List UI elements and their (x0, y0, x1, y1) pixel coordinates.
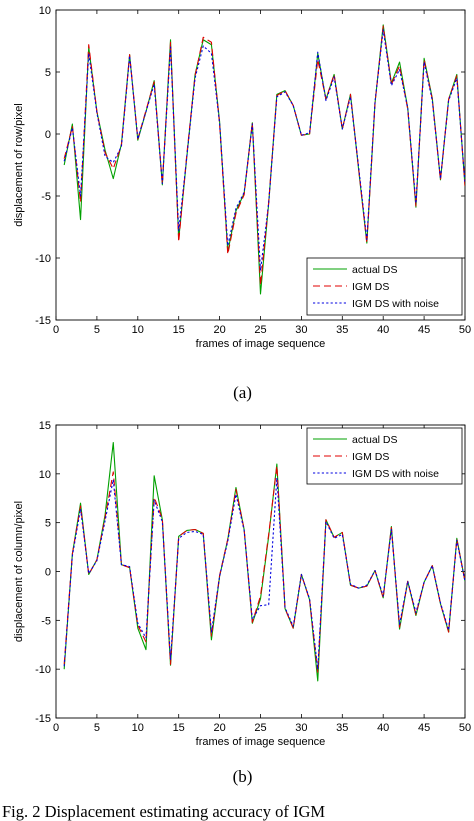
series-group (63, 442, 465, 682)
series-line-igm_noise (63, 477, 465, 670)
y-tick-label: 5 (45, 67, 51, 79)
y-tick-label: 10 (39, 469, 51, 481)
x-tick-label: 20 (213, 324, 225, 336)
x-tick-label: 35 (336, 722, 348, 734)
series-group (63, 24, 465, 295)
x-tick-label: 25 (254, 324, 266, 336)
series-line-igm (63, 465, 465, 673)
y-tick-label: -5 (41, 191, 51, 203)
x-tick-label: 30 (295, 722, 307, 734)
x-tick-label: 15 (173, 722, 185, 734)
y-tick-label: -5 (41, 615, 51, 627)
x-tick-label: 30 (295, 324, 307, 336)
x-tick-label: 40 (377, 324, 389, 336)
legend-label: IGM DS (352, 451, 389, 463)
panel-label: (a) (233, 383, 252, 402)
y-axis-label: displacement of column/pixel (13, 501, 25, 642)
x-tick-label: 15 (173, 324, 185, 336)
y-tick-label: -10 (35, 664, 51, 676)
x-tick-label: 0 (53, 324, 59, 336)
x-axis-label: frames of image sequence (196, 736, 326, 748)
legend-label: IGM DS with noise (352, 468, 439, 480)
panel-label: (b) (233, 767, 253, 786)
x-axis-label: frames of image sequence (196, 338, 326, 350)
chart-panel-b: 0 5 10 15 20 25 30 35 40 45 50 -15 -10 -5 0 5 10 15 frames… (13, 420, 471, 786)
x-tick-label: 5 (94, 324, 100, 336)
x-tick-label: 45 (418, 722, 430, 734)
legend-box (306, 257, 463, 316)
y-tick-label: 5 (45, 518, 51, 530)
series-line-igm (63, 25, 465, 286)
x-tick-label: 50 (459, 722, 471, 734)
legend-label: IGM DS (352, 281, 389, 293)
legend-label: IGM DS with noise (352, 298, 439, 310)
legend: actual DS IGM DS IGM DS with noise (306, 257, 463, 316)
y-tick-label: -10 (35, 253, 51, 265)
x-tick-label: 20 (213, 722, 225, 734)
x-tick-label: 35 (336, 324, 348, 336)
x-tick-label: 25 (254, 722, 266, 734)
x-tick-label: 10 (132, 722, 144, 734)
legend-label: actual DS (352, 264, 398, 276)
y-tick-label: 0 (45, 129, 51, 141)
series-line-igm_noise (63, 29, 465, 271)
y-axis-label: displacement of row/pixel (13, 103, 25, 227)
legend-box (306, 427, 463, 485)
y-tick-label: 15 (39, 420, 51, 432)
x-tick-label: 40 (377, 722, 389, 734)
y-tick-label: 10 (39, 5, 51, 17)
chart-panel-a: 0 5 10 15 20 25 30 35 40 45 50 -15 -10 -5 0 5 10 frames o… (13, 5, 471, 402)
y-tick-label: -15 (35, 713, 51, 725)
x-tick-label: 50 (459, 324, 471, 336)
figure-caption: Fig. 2 Displacement estimating accuracy … (2, 802, 325, 821)
legend: actual DS IGM DS IGM DS with noise (306, 427, 463, 485)
x-tick-label: 45 (418, 324, 430, 336)
y-tick-label: 0 (45, 567, 51, 579)
x-tick-label: 5 (94, 722, 100, 734)
x-tick-label: 0 (53, 722, 59, 734)
x-tick-label: 10 (132, 324, 144, 336)
legend-label: actual DS (352, 434, 398, 446)
y-tick-label: -15 (35, 315, 51, 327)
